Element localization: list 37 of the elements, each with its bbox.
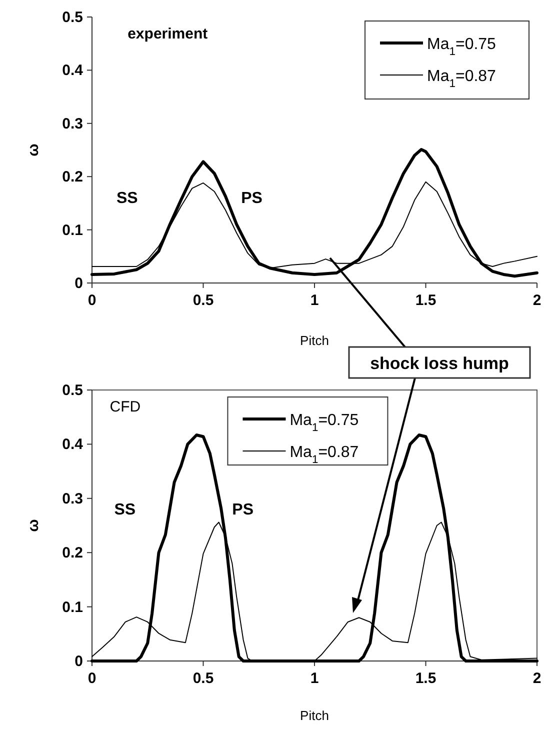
text: experiment: [128, 25, 208, 42]
y-axis-title: ω: [25, 143, 42, 156]
x-tick-label: 1.5: [415, 292, 436, 309]
x-tick-label: 0: [88, 670, 96, 687]
annotation: SS: [116, 190, 138, 208]
y-tick-label: 0.2: [62, 168, 83, 186]
legend-label: Ma$_{1}$=0.87: [427, 68, 496, 90]
y-tick-label: 0.4: [62, 62, 84, 80]
y-tick-label: 0.3: [62, 115, 83, 132]
x-axis-title: Pitch: [300, 333, 329, 348]
legend-label: Ma$_{1}$=0.75: [290, 412, 359, 434]
y-tick-label: 0.4: [62, 436, 84, 454]
annotation: PS: [232, 502, 254, 519]
y-tick-label: 0.2: [62, 544, 83, 562]
y-tick-label: 0.1: [62, 222, 83, 239]
x-tick-label: 0.5: [192, 292, 214, 309]
x-tick-label: 1: [310, 670, 319, 687]
y-tick-label: 0.5: [62, 382, 83, 399]
text: shock loss hump: [370, 354, 509, 373]
y-tick-label: 0.3: [62, 490, 83, 508]
y-tick-label: 0: [74, 275, 83, 292]
annotation: PS: [241, 190, 263, 208]
x-tick-label: 0: [88, 292, 96, 309]
text: CFD: [110, 398, 141, 416]
x-axis-title: Pitch: [300, 708, 329, 723]
x-tick-label: 2: [532, 670, 542, 687]
x-tick-label: 1: [310, 292, 319, 309]
x-tick-label: 2: [532, 292, 542, 309]
y-axis-title: ω: [25, 518, 42, 532]
y-tick-label: 0.1: [62, 598, 83, 616]
y-tick-label: 0.5: [62, 9, 83, 26]
y-tick-label: 0: [74, 653, 83, 670]
x-tick-label: 1.5: [415, 670, 436, 687]
legend-label: Ma$_{1}$=0.87: [290, 444, 359, 466]
legend-label: Ma$_{1}$=0.75: [427, 36, 496, 58]
annotation: SS: [114, 502, 136, 519]
x-tick-label: 0.5: [192, 670, 214, 687]
